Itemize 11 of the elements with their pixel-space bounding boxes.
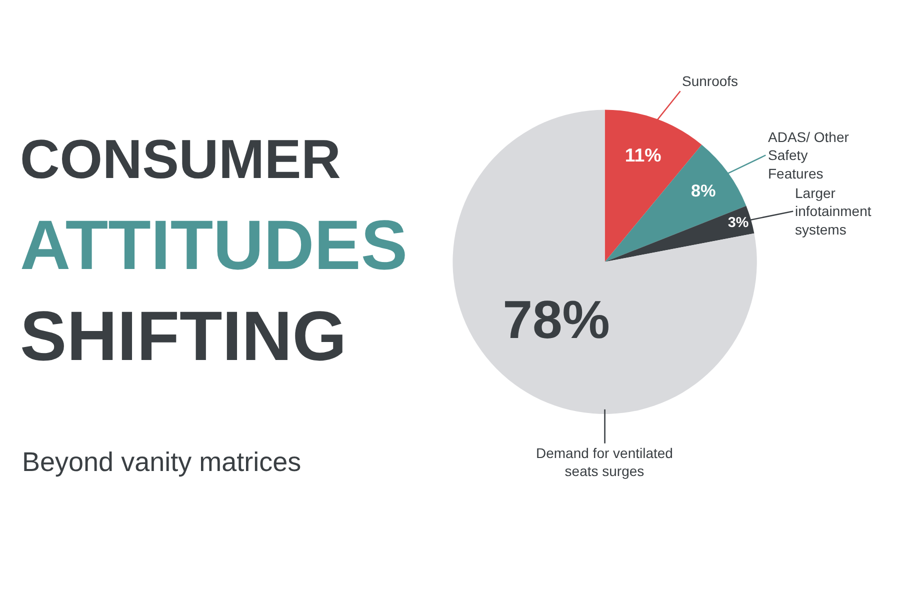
data-label: 11% xyxy=(624,144,662,166)
slice-label: Sunroofs xyxy=(682,73,738,89)
pie-slice xyxy=(452,110,757,414)
text: Beyond vanity matrices xyxy=(22,447,302,477)
data-label: 8% xyxy=(690,180,716,200)
text: CONSUMER ATTITUDES SHIFTING xyxy=(20,128,408,375)
data-label: 78% xyxy=(502,291,610,350)
slice-label: Demand for ventilated seats surges xyxy=(536,445,673,480)
slice-label: Larger infotainment systems xyxy=(795,185,872,238)
slice-label: ADAS/ Other Safety Features xyxy=(768,129,850,182)
data-label: 3% xyxy=(728,215,749,232)
